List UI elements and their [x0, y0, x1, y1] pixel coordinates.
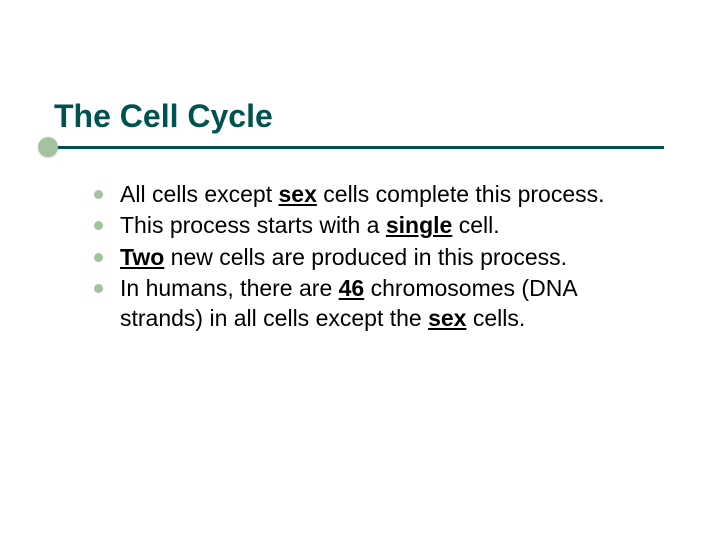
body-text: new cells are produced in this process. — [164, 244, 567, 270]
list-item: All cells except sex cells complete this… — [90, 180, 660, 209]
underline-line — [56, 146, 664, 149]
title-underline — [0, 142, 720, 162]
list-item: In humans, there are 46 chromosomes (DNA… — [90, 274, 660, 333]
list-item: This process starts with a single cell. — [90, 211, 660, 240]
body-text: In humans, there are — [120, 275, 339, 301]
list-item: Two new cells are produced in this proce… — [90, 243, 660, 272]
body-text: cells complete this process. — [317, 181, 605, 207]
body-text: cells. — [466, 305, 525, 331]
emphasized-text: sex — [279, 181, 317, 207]
body-text: All cells except — [120, 181, 279, 207]
emphasized-text: single — [386, 212, 452, 238]
slide-body: All cells except sex cells complete this… — [90, 180, 660, 335]
body-text: cell. — [452, 212, 499, 238]
body-text: This process starts with a — [120, 212, 386, 238]
underline-dot-icon — [38, 137, 58, 157]
slide: The Cell Cycle All cells except sex cell… — [0, 0, 720, 540]
bullet-list: All cells except sex cells complete this… — [90, 180, 660, 333]
emphasized-text: sex — [428, 305, 466, 331]
emphasized-text: Two — [120, 244, 164, 270]
emphasized-text: 46 — [339, 275, 365, 301]
slide-title: The Cell Cycle — [54, 98, 273, 135]
